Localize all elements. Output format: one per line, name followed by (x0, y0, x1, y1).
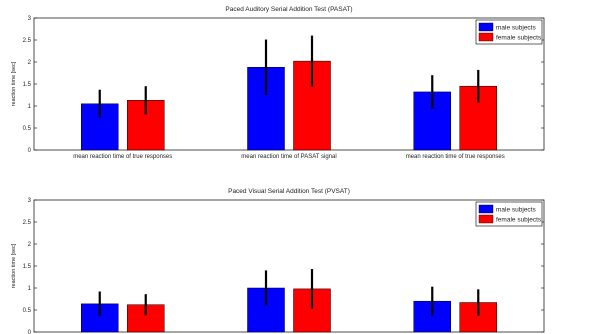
legend-swatch-female (478, 32, 494, 42)
category-label: mean reaction time of true responses (73, 154, 172, 160)
category-label: mean reaction time of true responses (406, 154, 505, 160)
legend-swatch-male (478, 204, 494, 214)
y-axis-label: reaction time [sec] (11, 61, 17, 106)
y-tick-label: 0 (28, 330, 32, 334)
chart-title: Paced Visual Serial Addition Test (PVSAT… (228, 188, 350, 195)
y-tick-label: 0.5 (23, 126, 32, 132)
y-tick-label: 2.5 (23, 38, 32, 44)
y-tick-label: 3 (28, 198, 32, 204)
legend-swatch-female (478, 214, 494, 224)
y-tick-label: 0.5 (23, 308, 32, 314)
y-axis-label: reaction time [sec] (11, 243, 17, 288)
legend-label-male: male subjects (496, 25, 536, 32)
y-tick-label: 0 (28, 148, 32, 154)
y-tick-label: 2 (28, 60, 32, 66)
y-tick-label: 1 (28, 104, 32, 110)
legend-label-female: female subjects (496, 35, 542, 42)
y-tick-label: 2 (28, 242, 32, 248)
legend-label-male: male subjects (496, 207, 536, 214)
y-tick-label: 3 (28, 16, 32, 22)
y-tick-label: 2.5 (23, 220, 32, 226)
plot-area (33, 199, 545, 333)
y-tick-label: 1.5 (23, 264, 32, 270)
category-label: mean reaction time of PASAT signal (241, 154, 336, 160)
chart-title: Paced Auditory Serial Addition Test (PAS… (225, 6, 352, 13)
legend-label-female: female subjects (496, 217, 542, 224)
legend-swatch-male (478, 22, 494, 32)
y-tick-label: 1.5 (23, 82, 32, 88)
plot-area (33, 17, 545, 151)
y-tick-label: 1 (28, 286, 32, 292)
